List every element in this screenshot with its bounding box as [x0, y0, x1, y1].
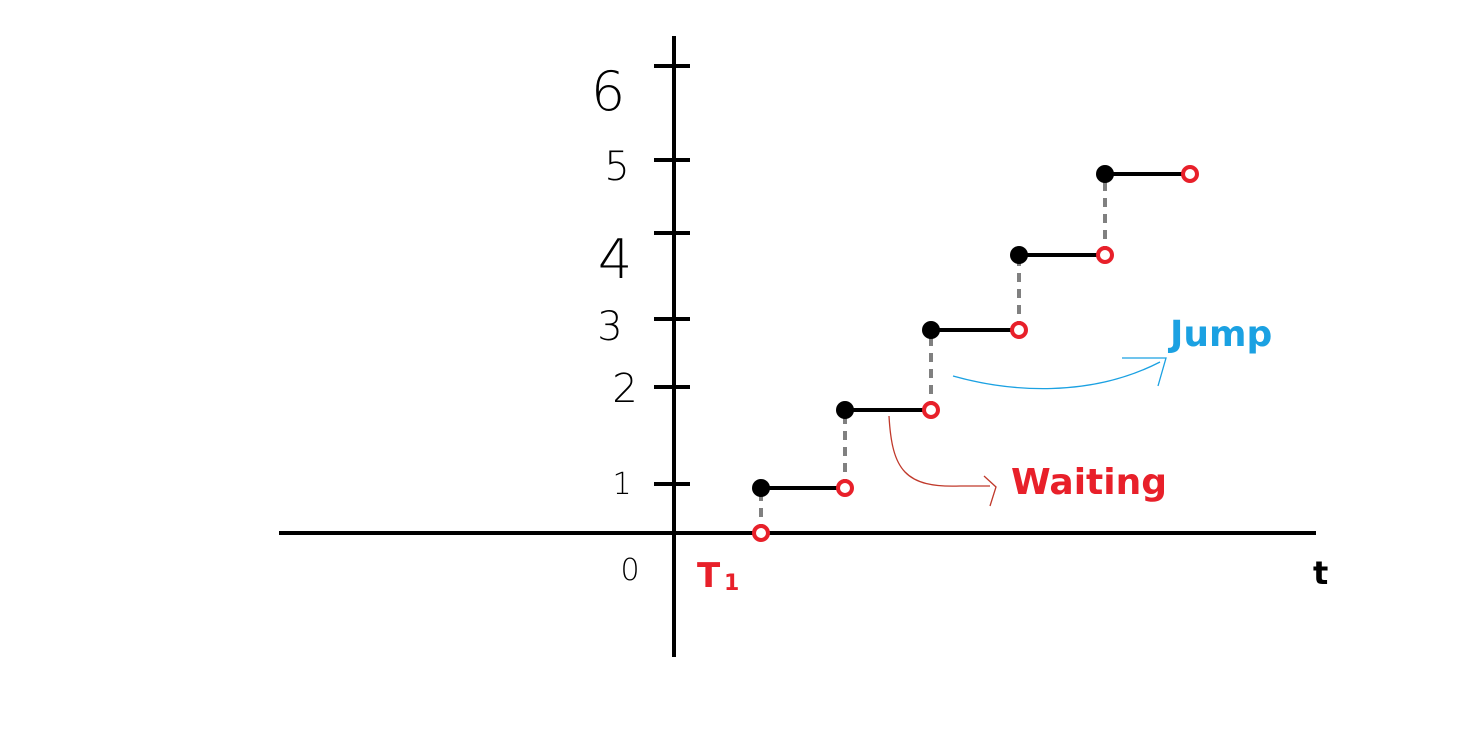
closed-point-2: [836, 401, 854, 419]
closed-point-5: [1096, 165, 1114, 183]
open-points: [752, 165, 1199, 542]
open-point-1: [752, 524, 770, 542]
y-axis-ticks: [654, 64, 690, 486]
y-tick-label-5: 5: [604, 144, 629, 190]
y-tick-label-6: 6: [591, 60, 625, 123]
closed-point-3: [922, 321, 940, 339]
t1-label: T: [697, 556, 721, 596]
open-point-4: [1010, 321, 1028, 339]
waiting-label: Waiting: [1011, 462, 1167, 503]
y-tick-label-1: 1: [612, 467, 631, 502]
t1-subscript: 1: [724, 571, 739, 596]
open-point-6: [1181, 165, 1199, 183]
waiting-arrow-curve: [888, 415, 990, 487]
closed-point-4: [1010, 246, 1028, 264]
y-tick-labels: 0 1 2 3 4 5 6: [591, 60, 640, 588]
open-point-5: [1096, 246, 1114, 264]
jump-arrow-head: [1122, 357, 1167, 387]
y-tick-label-0: 0: [620, 553, 639, 588]
closed-point-1: [752, 479, 770, 497]
open-point-2: [836, 479, 854, 497]
step-segments: [761, 172, 1190, 490]
closed-points: [752, 165, 1114, 497]
y-tick-label-2: 2: [612, 366, 637, 412]
jump-label: Jump: [1167, 314, 1272, 355]
open-point-3: [922, 401, 940, 419]
y-tick-label-4: 4: [598, 228, 632, 291]
x-axis-label: t: [1313, 554, 1328, 592]
jump-arrow-curve: [952, 361, 1161, 390]
waiting-arrow: [888, 415, 997, 507]
jump-arrow: [952, 357, 1167, 390]
y-tick-label-3: 3: [597, 304, 622, 350]
waiting-arrow-head: [983, 475, 997, 507]
